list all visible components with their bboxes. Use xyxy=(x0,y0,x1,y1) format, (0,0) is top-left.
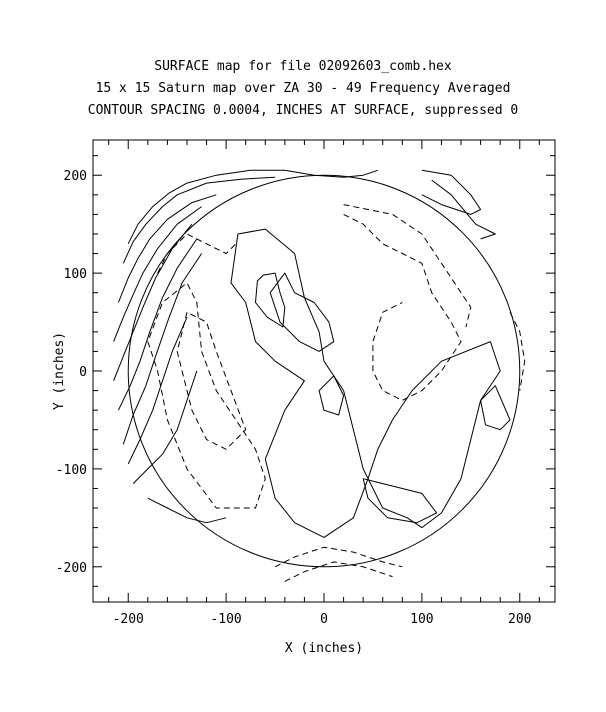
x-tick-label: 200 xyxy=(508,612,531,627)
x-tick-label: 100 xyxy=(410,612,433,627)
contour-positive-17 xyxy=(431,179,496,240)
boundary-circle xyxy=(127,174,521,568)
contour-positive-15 xyxy=(147,497,227,524)
contour-positive-11 xyxy=(117,238,198,411)
contour-negative-20 xyxy=(147,282,266,509)
contour-positive-5 xyxy=(480,385,511,431)
contour-negative-24 xyxy=(284,561,393,582)
y-tick-label: 200 xyxy=(64,169,87,184)
contour-positive-13 xyxy=(127,317,188,465)
contour-negative-25 xyxy=(509,312,526,391)
contour-positive-12 xyxy=(122,253,203,445)
y-tick-label: -200 xyxy=(56,561,87,576)
contour-positive-8 xyxy=(117,194,217,303)
x-tick-label: -200 xyxy=(113,612,144,627)
title-line-2: 15 x 15 Saturn map over ZA 30 - 49 Frequ… xyxy=(96,81,511,96)
contour-positive-16 xyxy=(421,169,482,215)
contour-positive-6 xyxy=(127,169,378,245)
contour-positive-10 xyxy=(113,223,193,381)
contour-positive-0 xyxy=(230,228,501,538)
contour-negative-21 xyxy=(343,204,472,328)
y-axis-label: Y (inches) xyxy=(52,332,67,410)
plot-content xyxy=(113,169,526,582)
y-tick-label: 100 xyxy=(64,267,87,282)
contour-positive-7 xyxy=(122,176,276,264)
contour-negative-22 xyxy=(343,213,462,401)
title-line-1: SURFACE map for file 02092603_comb.hex xyxy=(154,59,452,74)
contour-group xyxy=(113,169,526,582)
contour-negative-23 xyxy=(274,546,403,568)
contour-positive-3 xyxy=(318,375,345,416)
contour-positive-14 xyxy=(132,370,198,484)
x-tick-label: 0 xyxy=(320,612,328,627)
contour-positive-1 xyxy=(255,272,286,328)
contour-positive-9 xyxy=(113,206,202,342)
axes: -200 -100 0 100 200 -200 -100 0 100 200 xyxy=(56,139,556,627)
x-axis-label: X (inches) xyxy=(285,641,363,656)
contour-positive-4 xyxy=(362,478,438,524)
y-tick-label: -100 xyxy=(56,463,87,478)
title-line-3: CONTOUR SPACING 0.0004, INCHES AT SURFAC… xyxy=(88,103,518,118)
y-tick-label: 0 xyxy=(79,365,87,380)
x-tick-label: -100 xyxy=(210,612,241,627)
plot-frame xyxy=(92,139,556,603)
contour-negative-19 xyxy=(176,311,247,450)
contour-negative-18 xyxy=(157,233,237,274)
contour-positive-2 xyxy=(269,272,335,352)
